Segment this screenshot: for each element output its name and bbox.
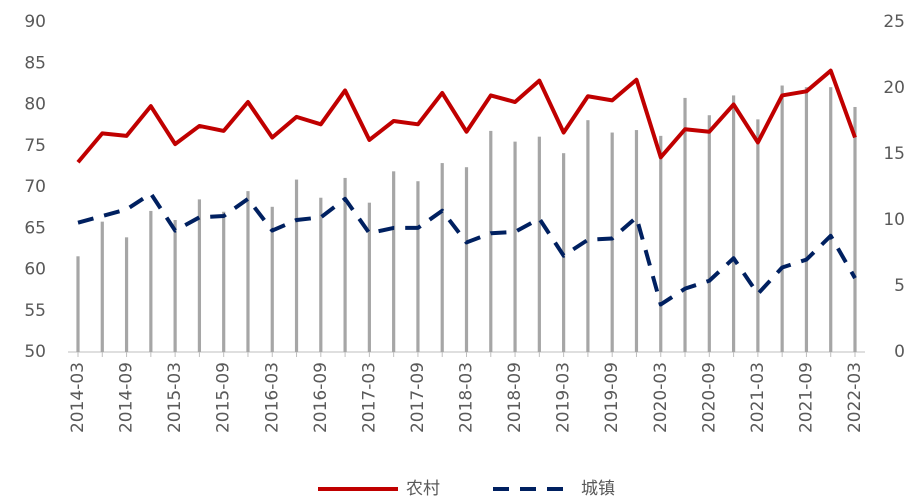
y2-tick-label: 5 <box>894 276 905 296</box>
bar <box>586 120 590 352</box>
y2-tick-label: 0 <box>894 342 905 362</box>
x-tick-label: 2020-03 <box>651 362 671 433</box>
x-tick-label: 2018-09 <box>505 362 525 433</box>
bar <box>659 135 663 352</box>
bar <box>804 87 809 353</box>
bar <box>124 237 129 352</box>
bar <box>683 97 687 353</box>
x-tick-label: 2021-09 <box>796 362 816 433</box>
x-tick-label: 2015-09 <box>214 362 234 433</box>
y-tick-label: 85 <box>24 53 46 73</box>
bar <box>367 202 371 352</box>
y-tick-label: 55 <box>24 301 46 321</box>
bar <box>149 210 153 352</box>
x-tick-label: 2017-03 <box>359 362 379 433</box>
x-tick-label: 2021-03 <box>748 362 768 433</box>
bar <box>464 167 469 352</box>
bar <box>513 141 517 352</box>
line-series <box>76 68 857 164</box>
x-tick-label: 2018-03 <box>457 362 477 433</box>
line-series <box>77 191 857 307</box>
bar <box>780 85 784 353</box>
bar <box>173 220 177 352</box>
bar <box>634 130 639 352</box>
y-tick-label: 60 <box>24 260 46 280</box>
x-tick-label: 2022-03 <box>845 362 865 433</box>
y-tick-label: 80 <box>24 95 46 115</box>
y-tick-label: 75 <box>24 136 46 156</box>
y-tick-label: 65 <box>24 218 46 238</box>
bar <box>707 115 711 352</box>
bar <box>100 221 104 352</box>
bar <box>853 106 857 352</box>
bar <box>416 181 420 352</box>
bar <box>343 177 347 352</box>
bar <box>537 136 541 352</box>
bar <box>440 163 444 352</box>
x-tick-label: 2019-03 <box>554 362 574 433</box>
y2-tick-label: 15 <box>883 144 905 164</box>
bar <box>319 197 323 352</box>
bar <box>270 206 274 352</box>
bar <box>197 199 202 352</box>
y2-tick-label: 10 <box>883 210 905 230</box>
legend-label: 城镇 <box>581 479 615 499</box>
x-tick-label: 2020-09 <box>699 362 719 433</box>
bar <box>756 119 760 352</box>
y-tick-label: 70 <box>24 177 46 197</box>
bar <box>246 191 250 352</box>
y2-tick-label: 25 <box>883 12 905 32</box>
bar <box>731 95 736 353</box>
y2-tick-label: 20 <box>883 78 905 98</box>
x-tick-label: 2015-03 <box>165 362 185 433</box>
legend-label: 农村 <box>406 479 440 499</box>
x-tick-label: 2019-09 <box>602 362 622 433</box>
bar <box>829 87 833 353</box>
x-tick-label: 2016-09 <box>311 362 331 433</box>
bar <box>76 256 80 352</box>
bar <box>610 132 614 352</box>
bar <box>294 179 299 352</box>
y-tick-label: 90 <box>24 12 46 32</box>
bar <box>392 171 396 352</box>
x-tick-label: 2014-03 <box>68 362 88 433</box>
bar <box>222 211 226 352</box>
x-tick-label: 2016-03 <box>262 362 282 433</box>
bar <box>489 130 493 352</box>
y-tick-label: 50 <box>24 342 46 362</box>
x-tick-label: 2014-09 <box>117 362 137 433</box>
x-tick-label: 2017-09 <box>408 362 428 433</box>
